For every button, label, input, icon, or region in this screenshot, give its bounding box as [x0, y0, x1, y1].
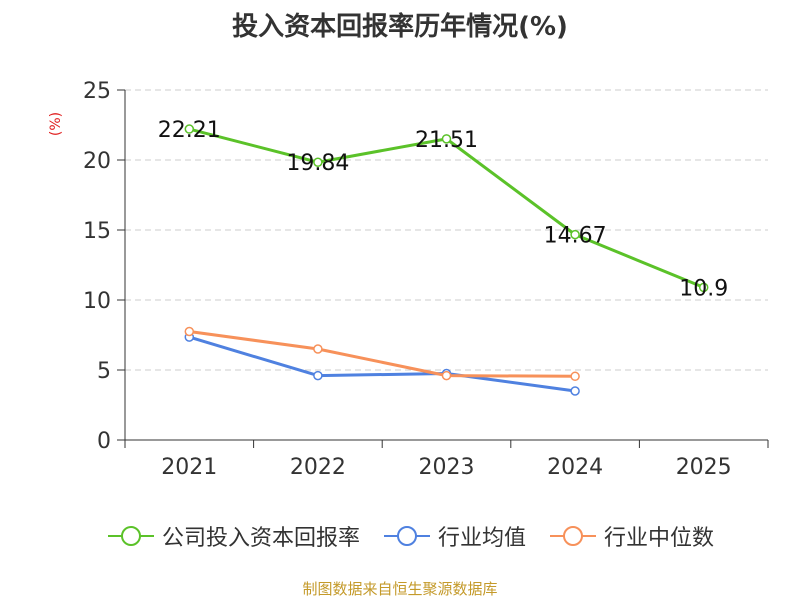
series-line	[189, 330, 576, 378]
data-source-note: 制图数据来自恒生聚源数据库	[302, 580, 498, 598]
y-tick-label: 20	[83, 149, 111, 174]
data-point	[570, 386, 580, 396]
legend-label: 公司投入资本回报率	[161, 526, 360, 551]
legend-label: 行业均值	[437, 526, 526, 551]
legend-item-industry-median[interactable]: 行业中位数	[548, 520, 714, 552]
y-tick-label: 25	[83, 79, 111, 104]
legend-item-industry-mean[interactable]: 行业均值	[382, 520, 526, 552]
legend-line-icon	[550, 526, 596, 546]
x-tick-label: 2025	[676, 455, 732, 480]
data-point	[570, 371, 580, 382]
data-point	[313, 344, 323, 354]
data-point	[184, 326, 195, 337]
x-tick-label: 2023	[419, 455, 475, 480]
data-point	[441, 370, 452, 381]
x-tick-label: 2021	[161, 455, 217, 480]
x-tick-label: 2024	[547, 455, 603, 480]
series-line	[188, 335, 576, 393]
data-point	[184, 124, 195, 134]
y-tick-label: 0	[97, 429, 111, 454]
chart-title: 投入资本回报率历年情况(%)	[232, 12, 568, 42]
legend-item-company[interactable]: 公司投入资本回报率	[106, 520, 360, 552]
x-tick-label: 2022	[290, 455, 346, 480]
legend: 公司投入资本回报率 行业均值 行业中位数	[70, 520, 750, 552]
data-point	[570, 229, 580, 240]
data-label: 21.51	[415, 128, 478, 153]
data-point	[441, 134, 452, 144]
y-tick-label: 10	[83, 289, 111, 314]
data-point	[698, 282, 709, 293]
y-tick-label: 5	[97, 359, 111, 384]
y-tick-label: 15	[83, 219, 111, 244]
legend-label: 行业中位数	[604, 526, 715, 551]
data-label: 19.84	[286, 151, 349, 176]
legend-line-icon	[383, 526, 430, 546]
legend-line-icon	[107, 526, 154, 546]
data-label: 22.21	[158, 118, 221, 143]
data-label: 14.67	[544, 224, 607, 249]
data-point	[313, 157, 323, 167]
data-label: 10.9	[679, 276, 728, 301]
data-point	[313, 370, 323, 381]
